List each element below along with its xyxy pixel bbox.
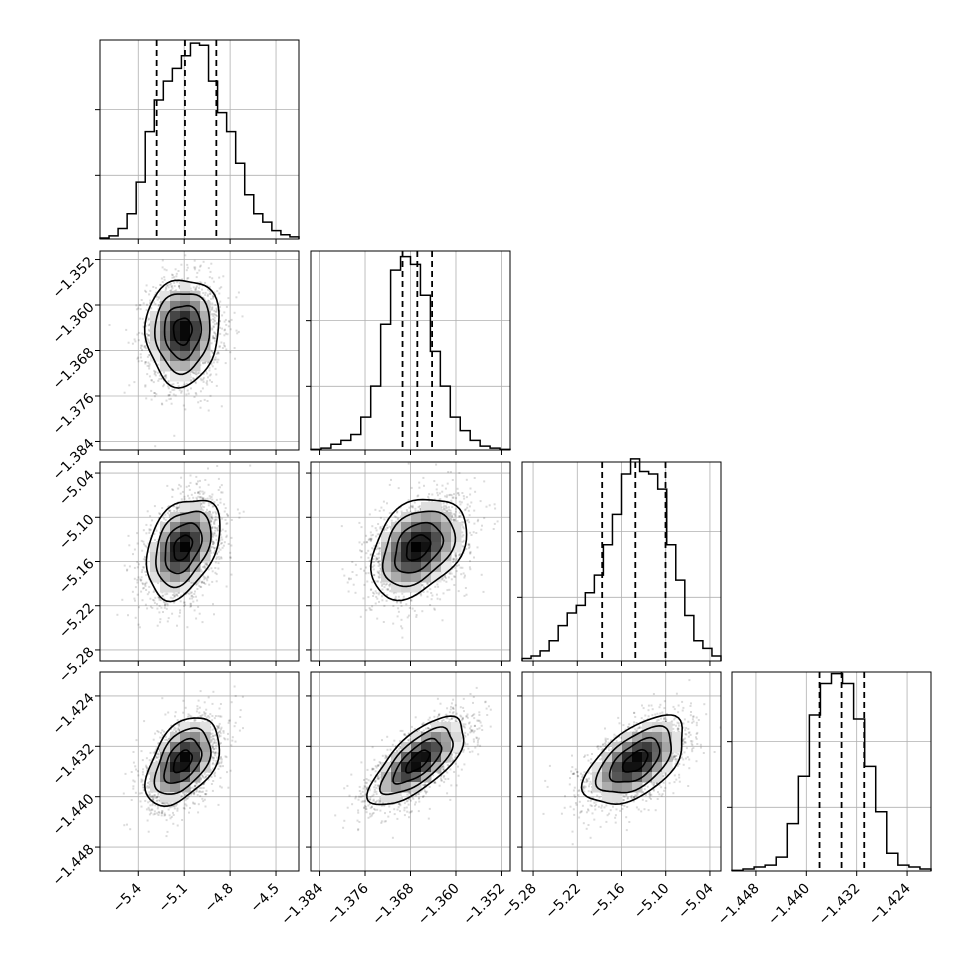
contour-3-2-2	[594, 724, 673, 794]
density-cells-2-1	[381, 502, 462, 593]
x-tick-label-3-1: −1.440	[765, 881, 813, 929]
x-tick-label-2-1: −5.22	[542, 881, 584, 923]
x-tick-label-3-2: −1.432	[816, 881, 864, 929]
histogram-panel-2	[517, 458, 722, 662]
y-tick-label-3-1: −1.440	[50, 791, 98, 839]
panel-content-1-0	[100, 251, 299, 450]
contour-1-0-1	[163, 304, 203, 361]
panel-content-3-1	[311, 672, 510, 871]
contour-3-1-1	[392, 737, 443, 785]
x-tick-label-3-0: −1.448	[715, 881, 763, 929]
contour-3-2-0	[621, 748, 649, 773]
x-tick-label-1-0: −1.384	[278, 880, 326, 928]
contour-3-0-1	[163, 737, 203, 784]
y-tick-label-1-4: −1.352	[50, 254, 98, 302]
contour-1-0-2	[153, 293, 211, 376]
scatter-panel-2-0	[99, 461, 300, 662]
histogram-step-2	[521, 458, 722, 661]
histogram-step-3	[731, 672, 932, 872]
contour-2-0-1	[164, 522, 203, 575]
x-tick-label-1-1: −1.376	[324, 880, 372, 928]
contour-3-2-3	[580, 714, 684, 806]
x-tick-label-0-2: −4.8	[202, 881, 237, 916]
y-tick-label-3-2: −1.432	[50, 741, 98, 789]
x-tick-label-2-3: −5.10	[631, 881, 673, 923]
contour-3-0-0	[172, 749, 193, 774]
y-tick-label-1-3: −1.360	[50, 299, 98, 347]
x-tick-label-1-3: −1.360	[415, 881, 463, 929]
contour-3-1-0	[405, 749, 431, 774]
histogram-panel-0	[95, 39, 300, 240]
contour-1-0-3	[143, 279, 220, 389]
x-tick-label-3-3: −1.424	[866, 880, 914, 928]
panel-content-2-0	[100, 462, 299, 661]
histogram-panel-3	[727, 671, 932, 872]
scatter-panel-3-0	[99, 671, 300, 872]
contour-3-1-2	[378, 726, 454, 796]
contour-2-0-3	[145, 499, 221, 603]
scatter-panel-1-0	[99, 250, 300, 451]
x-tick-label-1-4: −1.352	[460, 881, 508, 929]
histogram-step-0	[99, 42, 300, 239]
contour-1-0-0	[172, 317, 194, 346]
scatter-panel-2-1	[310, 461, 511, 662]
contour-2-0-0	[173, 534, 194, 562]
contour-3-2-1	[608, 736, 661, 783]
y-tick-label-2-3: −5.10	[56, 512, 98, 554]
panel-content-3-2	[522, 672, 721, 871]
x-tick-label-2-2: −5.16	[587, 880, 629, 922]
y-tick-label-2-0: −5.28	[56, 644, 98, 686]
contour-2-0-2	[155, 510, 212, 589]
axes-frame-3-0	[99, 671, 300, 872]
x-tick-label-1-2: −1.368	[369, 881, 417, 929]
y-tick-label-2-2: −5.16	[56, 556, 98, 598]
scatter-panel-3-2	[521, 671, 722, 872]
contour-2-1-1	[394, 521, 445, 574]
x-tick-label-0-3: −4.5	[248, 881, 283, 916]
y-tick-label-2-1: −5.22	[56, 600, 98, 642]
x-tick-label-2-4: −5.04	[675, 880, 717, 922]
contour-3-0-2	[153, 727, 212, 795]
contour-2-1-3	[369, 498, 468, 602]
x-tick-label-0-0: −5.4	[110, 880, 145, 915]
panel-content-3-0	[100, 672, 299, 871]
panel-content-2-1	[311, 462, 510, 661]
contour-2-1-2	[381, 510, 457, 588]
histogram-step-1	[310, 255, 511, 451]
axes-frame-3-3	[731, 671, 932, 872]
y-tick-label-3-0: −1.448	[50, 841, 98, 889]
histogram-panel-1	[306, 250, 511, 451]
y-tick-label-1-1: −1.376	[50, 390, 98, 438]
scatter-panel-3-1	[310, 671, 511, 872]
contour-3-1-3	[366, 715, 465, 806]
contour-3-0-3	[143, 717, 221, 808]
x-tick-label-2-0: −5.28	[498, 881, 540, 923]
contour-2-1-0	[405, 534, 432, 561]
y-tick-label-1-2: −1.368	[50, 345, 98, 393]
axes-frame-0-0	[99, 39, 300, 240]
x-tick-label-0-1: −5.1	[156, 881, 191, 916]
y-tick-label-3-3: −1.424	[50, 690, 98, 738]
